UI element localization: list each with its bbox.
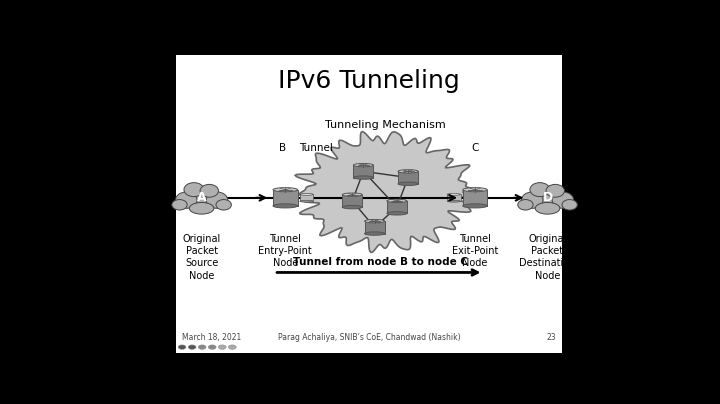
Ellipse shape [184, 183, 204, 197]
Ellipse shape [530, 183, 550, 197]
Bar [273, 190, 297, 206]
Ellipse shape [273, 187, 297, 192]
Ellipse shape [300, 194, 313, 195]
Ellipse shape [342, 206, 362, 209]
Ellipse shape [200, 184, 218, 197]
Ellipse shape [176, 192, 197, 208]
Ellipse shape [463, 204, 487, 208]
Text: Tunneling Mechanism: Tunneling Mechanism [325, 120, 446, 130]
Bar [364, 221, 384, 234]
Text: B: B [279, 143, 286, 153]
Ellipse shape [532, 187, 563, 208]
Text: Tunnel
Exit-Point
Node: Tunnel Exit-Point Node [452, 234, 498, 268]
Bar [398, 171, 418, 184]
Ellipse shape [387, 212, 407, 215]
Ellipse shape [535, 202, 560, 214]
Circle shape [178, 345, 186, 349]
Ellipse shape [518, 200, 533, 210]
Text: Tunnel from node B to node C: Tunnel from node B to node C [292, 257, 468, 267]
Text: Original
Packet
Destination
Node: Original Packet Destination Node [519, 234, 576, 281]
Ellipse shape [206, 192, 228, 208]
Ellipse shape [172, 200, 187, 210]
Ellipse shape [447, 200, 461, 202]
Ellipse shape [354, 164, 374, 167]
Ellipse shape [463, 187, 487, 192]
Bar [342, 195, 362, 207]
Ellipse shape [186, 187, 217, 208]
Ellipse shape [521, 192, 543, 208]
Bar [463, 190, 487, 206]
Ellipse shape [189, 202, 214, 214]
Bar [176, 55, 562, 354]
Text: IPv6 Tunneling: IPv6 Tunneling [278, 69, 460, 93]
Bar [300, 194, 313, 201]
Circle shape [188, 345, 196, 349]
Ellipse shape [273, 204, 297, 208]
Text: Parag Achaliya, SNIB’s CoE, Chandwad (Nashik): Parag Achaliya, SNIB’s CoE, Chandwad (Na… [278, 333, 460, 342]
Ellipse shape [398, 170, 418, 173]
Text: Original
Packet
Source
Node: Original Packet Source Node [182, 234, 221, 281]
Text: D: D [542, 191, 553, 204]
Bar [447, 194, 461, 201]
Bar [387, 201, 407, 213]
Ellipse shape [216, 200, 231, 210]
Text: Tunnel: Tunnel [299, 143, 333, 153]
Circle shape [218, 345, 226, 349]
Circle shape [228, 345, 236, 349]
Ellipse shape [342, 193, 362, 196]
Ellipse shape [387, 199, 407, 202]
Ellipse shape [354, 176, 374, 179]
Ellipse shape [562, 200, 577, 210]
Ellipse shape [300, 200, 313, 202]
Text: A: A [197, 191, 207, 204]
Circle shape [198, 345, 206, 349]
Ellipse shape [552, 192, 574, 208]
Ellipse shape [364, 232, 384, 235]
Text: Tunnel
Entry-Point
Node: Tunnel Entry-Point Node [258, 234, 312, 268]
Text: C: C [472, 143, 479, 153]
Text: March 18, 2021: March 18, 2021 [182, 333, 241, 342]
Text: 23: 23 [546, 333, 556, 342]
Polygon shape [295, 132, 478, 252]
Circle shape [208, 345, 216, 349]
Ellipse shape [364, 219, 384, 223]
Ellipse shape [447, 194, 461, 195]
Bar [354, 165, 374, 178]
Ellipse shape [398, 182, 418, 185]
Ellipse shape [546, 184, 564, 197]
